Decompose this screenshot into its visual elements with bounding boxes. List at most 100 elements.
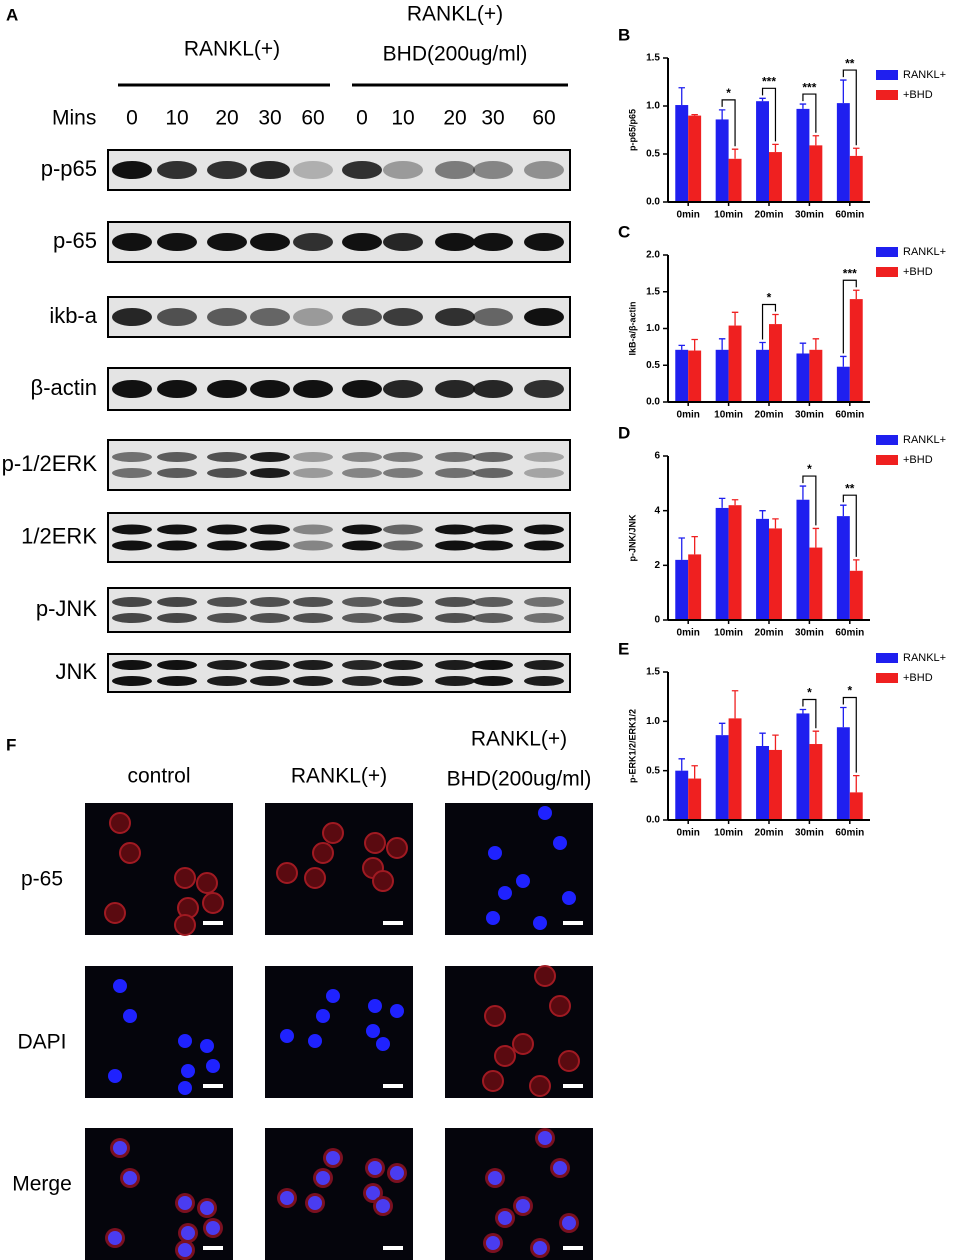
cell [549, 995, 571, 1017]
blot-band [435, 524, 475, 535]
legend-swatch [876, 455, 898, 465]
blot-band [524, 380, 564, 398]
cell-nucleus [553, 836, 567, 850]
error-bar [853, 559, 860, 571]
significance-bracket [761, 87, 777, 142]
y-tick-label: 0.5 [646, 149, 660, 160]
blot-band [435, 613, 475, 623]
bar [756, 518, 769, 620]
blot-band [157, 468, 197, 478]
cell [558, 1050, 580, 1072]
x-tick-label: 0min [677, 828, 700, 839]
blot-band [383, 524, 423, 535]
group-label: RANKL(+) [407, 3, 503, 26]
blot-band [383, 676, 423, 686]
blot-band [250, 597, 290, 607]
blot-band [207, 597, 247, 607]
error-bar [799, 342, 807, 354]
error-bar [718, 722, 726, 736]
bar [769, 152, 782, 202]
legend-label: RANKL+ [903, 652, 946, 664]
group-label: BHD(200ug/ml) [383, 43, 528, 66]
x-tick-label: 0min [677, 410, 700, 421]
panel-label: A [6, 5, 18, 24]
bar [849, 792, 863, 820]
significance-bracket [761, 303, 777, 340]
cell-nucleus [538, 1131, 552, 1145]
y-tick-label: 1.5 [646, 53, 660, 64]
blot-band [207, 613, 247, 623]
blot-box [107, 512, 571, 563]
column-label: BHD(200ug/ml) [447, 768, 592, 791]
blot-band [342, 676, 382, 686]
error-bar [678, 758, 685, 771]
blot-band [435, 161, 475, 179]
bar [769, 749, 782, 820]
blot-band [473, 233, 513, 251]
error-bar [691, 535, 698, 555]
cell-nucleus [368, 999, 382, 1013]
blot-band [250, 308, 290, 326]
significance-label: *** [843, 266, 857, 280]
error-bar [731, 311, 739, 326]
cell-nucleus [486, 1236, 500, 1250]
blot-band [293, 380, 333, 398]
error-bar [812, 730, 820, 745]
blot-band [383, 613, 423, 623]
time-label: 30 [481, 107, 504, 130]
blot-band [112, 597, 152, 607]
error-bar [812, 135, 820, 146]
cell-nucleus [376, 1037, 390, 1051]
blot-band [157, 597, 197, 607]
error-bar [718, 497, 726, 508]
blot-band [435, 308, 475, 326]
y-tick-label: 1.0 [646, 716, 660, 727]
bar [675, 559, 689, 620]
cell-nucleus [516, 1199, 530, 1213]
y-tick-label: 1.0 [646, 323, 660, 334]
cell-nucleus [200, 1039, 214, 1053]
blot-band [383, 540, 423, 551]
blot-band [342, 540, 382, 551]
cell-nucleus [553, 1161, 567, 1175]
band-label: p-JNK [36, 596, 97, 621]
blot-band [473, 597, 513, 607]
cell [304, 867, 326, 889]
blot-band [250, 233, 290, 251]
bar [688, 115, 702, 202]
cell-nucleus [108, 1231, 122, 1245]
time-label: 0 [356, 107, 368, 130]
blot-band [207, 676, 247, 686]
cell-nucleus [562, 1216, 576, 1230]
error-bar [718, 109, 726, 120]
blot-band [383, 380, 423, 398]
blot-band [473, 308, 513, 326]
x-tick-label: 0min [677, 628, 700, 639]
cell-nucleus [316, 1171, 330, 1185]
error-bar [812, 338, 820, 350]
blot-band [473, 660, 513, 670]
blot-band [435, 380, 475, 398]
cell-nucleus [178, 1243, 192, 1257]
blot-band [157, 161, 197, 179]
blot-band [435, 468, 475, 478]
scale-bar [203, 921, 223, 925]
significance-bracket [721, 99, 736, 147]
cell [386, 837, 408, 859]
blot-band [435, 660, 475, 670]
blot-band [157, 613, 197, 623]
bar [756, 101, 769, 202]
significance-label: *** [762, 74, 776, 88]
cell-nucleus [108, 1069, 122, 1083]
panel-label: E [618, 639, 629, 658]
cell-nucleus [178, 1034, 192, 1048]
blot-band [342, 468, 382, 478]
significance-label: * [726, 86, 731, 100]
blot-band [112, 380, 152, 398]
cell-nucleus [488, 846, 502, 860]
cell-nucleus [206, 1221, 220, 1235]
blot-band [250, 524, 290, 535]
cell-nucleus [486, 911, 500, 925]
cell [174, 914, 196, 936]
panel-label: D [618, 423, 630, 442]
